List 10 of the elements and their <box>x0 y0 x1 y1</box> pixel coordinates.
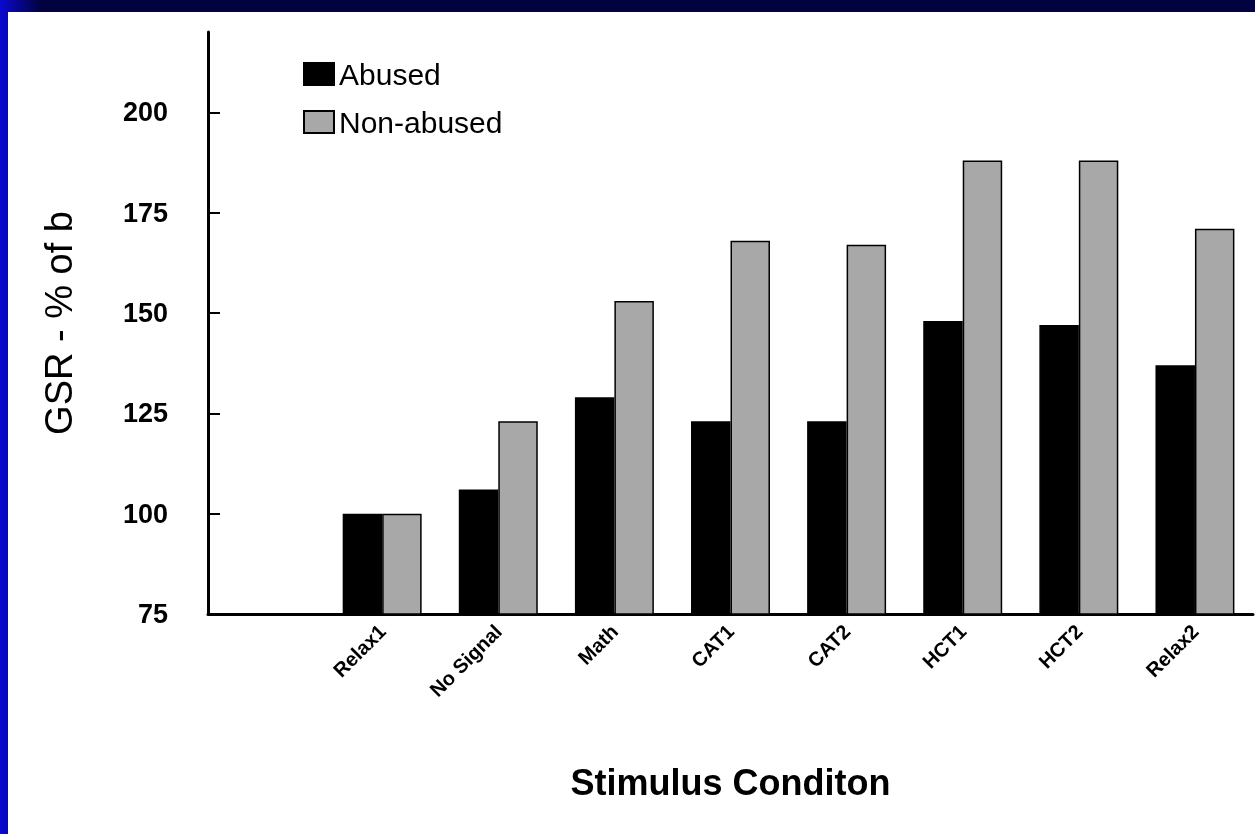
y-tick-label: 100 <box>122 498 168 529</box>
y-tick-label: 150 <box>122 297 168 328</box>
y-axis-title: GSR - % of b <box>38 211 80 435</box>
legend-label: Non-abused <box>339 105 503 139</box>
legend-label: Abused <box>339 57 441 91</box>
y-tick-label: 200 <box>122 97 168 128</box>
y-tick-label: 125 <box>122 398 168 429</box>
x-axis-title: Stimulus Conditon <box>570 761 891 803</box>
y-tick-label: 175 <box>122 197 168 228</box>
y-tick-label: 75 <box>137 599 168 629</box>
